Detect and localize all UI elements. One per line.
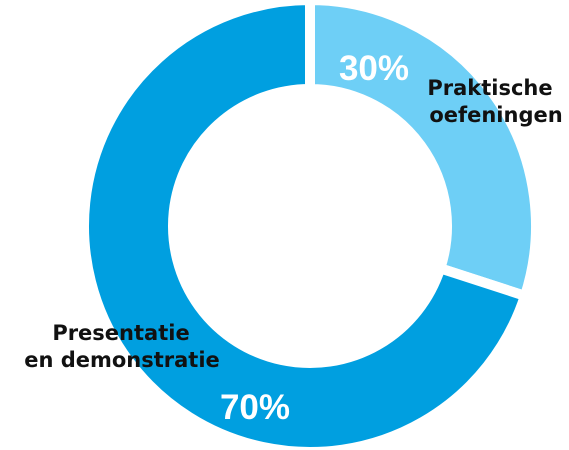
donut-slice-1 <box>79 0 532 450</box>
slice-category-label-praktische-line1: Praktische <box>427 76 552 100</box>
donut-labels: 30% Praktische oefeningen Presentatie en… <box>24 49 562 427</box>
slice-category-label-presentatie-line2: en demonstratie <box>24 348 220 372</box>
donut-slices <box>79 0 541 450</box>
slice-category-label-praktische-line2: oefeningen <box>429 103 562 127</box>
slice-value-label-presentatie: 70% <box>220 388 290 427</box>
slice-value-label-praktische: 30% <box>339 49 409 88</box>
slice-category-label-presentatie-line1: Presentatie <box>52 321 189 345</box>
donut-slice-0 <box>305 0 541 303</box>
